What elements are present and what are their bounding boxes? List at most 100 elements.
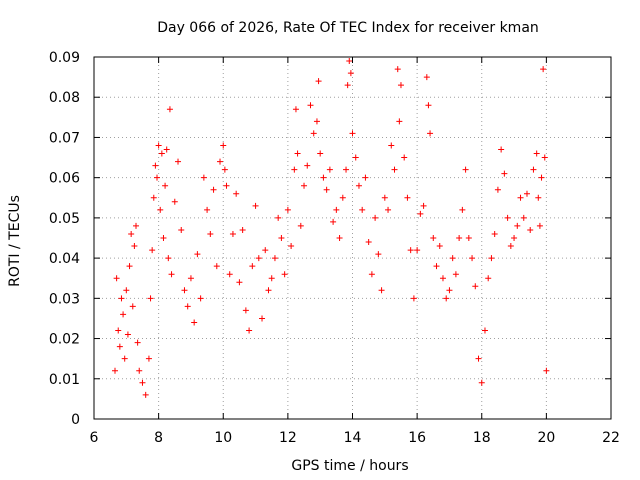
data-point (410, 295, 417, 302)
x-axis-label: GPS time / hours (291, 458, 408, 474)
data-point (181, 287, 188, 294)
data-point (355, 182, 362, 189)
data-point (388, 142, 395, 149)
data-point (343, 166, 350, 173)
data-point (378, 287, 385, 294)
y-tick-label: 0.04 (49, 251, 80, 267)
data-point (465, 235, 472, 241)
data-point (452, 271, 459, 278)
data-point (217, 158, 224, 165)
x-tick-label: 18 (473, 430, 491, 446)
data-point (396, 118, 403, 125)
data-point (310, 130, 317, 137)
chart-title: Day 066 of 2026, Rate Of TEC Index for r… (157, 20, 539, 36)
data-point (540, 66, 547, 73)
data-point (194, 251, 201, 258)
data-point (155, 142, 162, 149)
data-point (275, 214, 282, 221)
data-point (178, 226, 185, 233)
data-point (346, 58, 353, 65)
data-point (517, 194, 524, 201)
data-point (478, 379, 485, 386)
data-point (469, 255, 476, 262)
data-point (375, 251, 382, 258)
data-point (236, 279, 243, 286)
data-point (158, 150, 165, 157)
data-point (504, 214, 511, 221)
data-point (147, 295, 154, 302)
data-point (197, 295, 204, 302)
data-point (446, 287, 453, 294)
data-point (118, 295, 125, 302)
data-point (381, 194, 388, 201)
data-point (262, 247, 269, 254)
data-point (184, 303, 191, 310)
data-point (229, 230, 236, 237)
data-point (116, 343, 123, 350)
data-point (166, 106, 173, 113)
data-point (154, 174, 161, 181)
x-tick-labels: 6 8 10 12 14 16 18 20 22 (90, 430, 620, 446)
data-point (281, 271, 288, 278)
data-point (149, 247, 156, 254)
data-point (456, 235, 463, 241)
data-point (112, 367, 119, 374)
data-point (233, 190, 240, 197)
data-point (120, 311, 127, 318)
x-tick-label: 12 (279, 430, 297, 446)
data-point (344, 82, 351, 89)
y-tick-labels: 0 0.01 0.02 0.03 0.04 0.05 0.06 0.07 0.08 0.09 (49, 50, 80, 428)
data-point (207, 230, 214, 237)
data-point (362, 174, 369, 181)
x-tick-label: 20 (537, 430, 555, 446)
data-point (187, 275, 194, 282)
data-point (259, 315, 266, 322)
x-tick-label: 10 (214, 430, 232, 446)
data-point (365, 239, 372, 246)
data-point (317, 150, 324, 157)
ticks-layer (93, 56, 612, 420)
y-tick-label: 0.06 (49, 171, 80, 187)
data-point (315, 78, 322, 85)
data-point (498, 146, 505, 153)
data-point (501, 170, 508, 177)
data-point (133, 222, 140, 229)
data-point (391, 166, 398, 173)
data-point (425, 102, 432, 109)
data-point (204, 206, 211, 213)
data-point (152, 162, 159, 169)
data-point (523, 190, 530, 197)
data-point (292, 106, 299, 113)
data-point (249, 263, 256, 270)
data-point (124, 331, 131, 338)
data-point (323, 186, 330, 193)
x-tick-label: 22 (602, 430, 620, 446)
data-point (368, 271, 375, 278)
data-point (123, 287, 130, 294)
data-point (168, 271, 175, 278)
data-point (175, 158, 182, 165)
data-point (171, 198, 178, 205)
data-point (443, 295, 450, 302)
data-point (427, 130, 434, 137)
data-point (131, 243, 138, 250)
y-tick-label: 0.05 (49, 211, 80, 227)
data-point (347, 70, 354, 77)
data-points-layer (112, 58, 550, 398)
data-point (320, 174, 327, 181)
data-point (330, 218, 337, 225)
data-point (252, 202, 259, 209)
data-point (246, 327, 253, 334)
data-point (265, 287, 272, 294)
data-point (333, 206, 340, 213)
data-point (417, 210, 424, 217)
y-tick-label: 0.09 (49, 50, 80, 66)
data-point (165, 255, 172, 262)
data-point (394, 66, 401, 73)
data-point (433, 263, 440, 270)
data-point (242, 307, 249, 314)
data-point (349, 130, 356, 137)
data-point (200, 174, 207, 181)
data-point (115, 327, 122, 334)
